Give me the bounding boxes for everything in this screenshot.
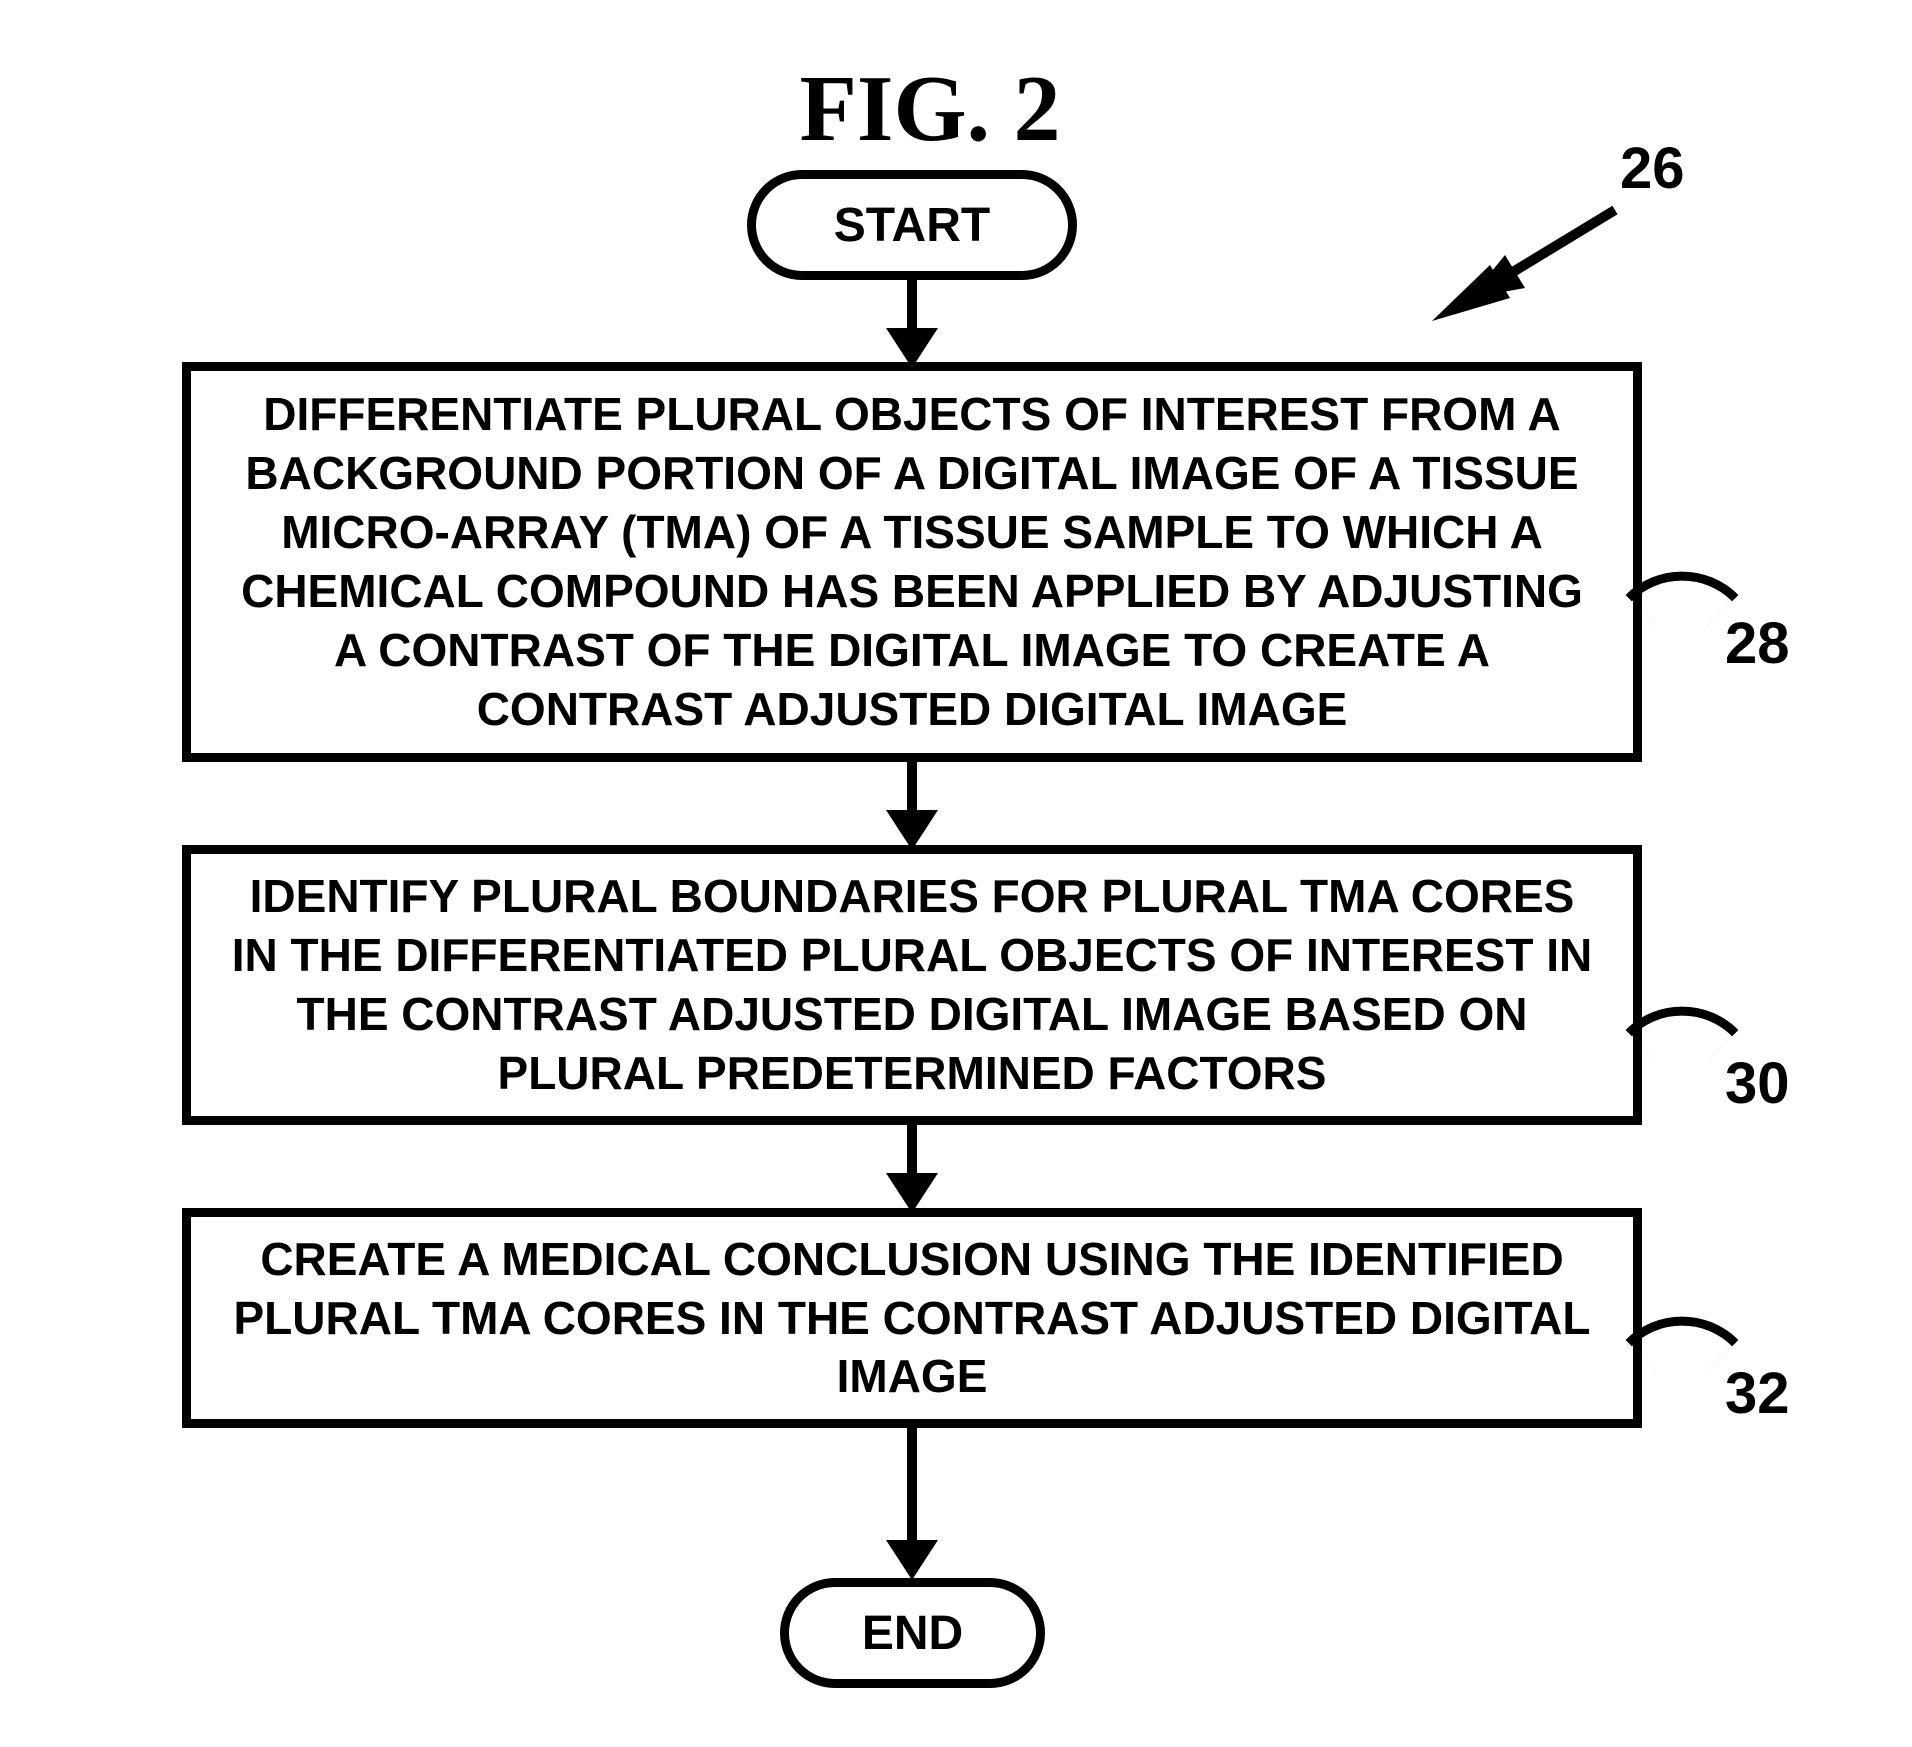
arrow-step3-to-end — [870, 1428, 954, 1583]
step-2-box: IDENTIFY PLURAL BOUNDARIES FOR PLURAL TM… — [182, 845, 1642, 1125]
step-1-text: DIFFERENTIATE PLURAL OBJECTS OF INTEREST… — [231, 385, 1593, 738]
step-3-ref: 32 — [1725, 1360, 1790, 1427]
start-terminal: START — [747, 170, 1077, 280]
figure-ref-arrow — [1410, 195, 1640, 345]
start-label: START — [834, 198, 990, 253]
step-3-callout-arc — [1625, 1283, 1738, 1396]
step-1-callout-arc — [1625, 538, 1738, 651]
figure-ref-label: 26 — [1620, 135, 1685, 202]
figure-title: FIG. 2 — [680, 55, 1180, 163]
step-3-box: CREATE A MEDICAL CONCLUSION USING THE ID… — [182, 1208, 1642, 1428]
arrow-step2-to-step3 — [870, 1125, 954, 1215]
arrow-start-to-step1 — [870, 280, 954, 370]
end-terminal: END — [780, 1578, 1045, 1688]
step-1-box: DIFFERENTIATE PLURAL OBJECTS OF INTEREST… — [182, 362, 1642, 762]
flowchart-canvas: FIG. 2 26 START DIFFERENTIATE PLURAL OBJ… — [0, 0, 1912, 1747]
step-2-callout-arc — [1625, 973, 1738, 1086]
end-label: END — [862, 1606, 963, 1661]
step-2-text: IDENTIFY PLURAL BOUNDARIES FOR PLURAL TM… — [231, 867, 1593, 1103]
step-3-text: CREATE A MEDICAL CONCLUSION USING THE ID… — [231, 1230, 1593, 1407]
arrow-step1-to-step2 — [870, 762, 954, 852]
step-2-ref: 30 — [1725, 1050, 1790, 1117]
step-1-ref: 28 — [1725, 610, 1790, 677]
